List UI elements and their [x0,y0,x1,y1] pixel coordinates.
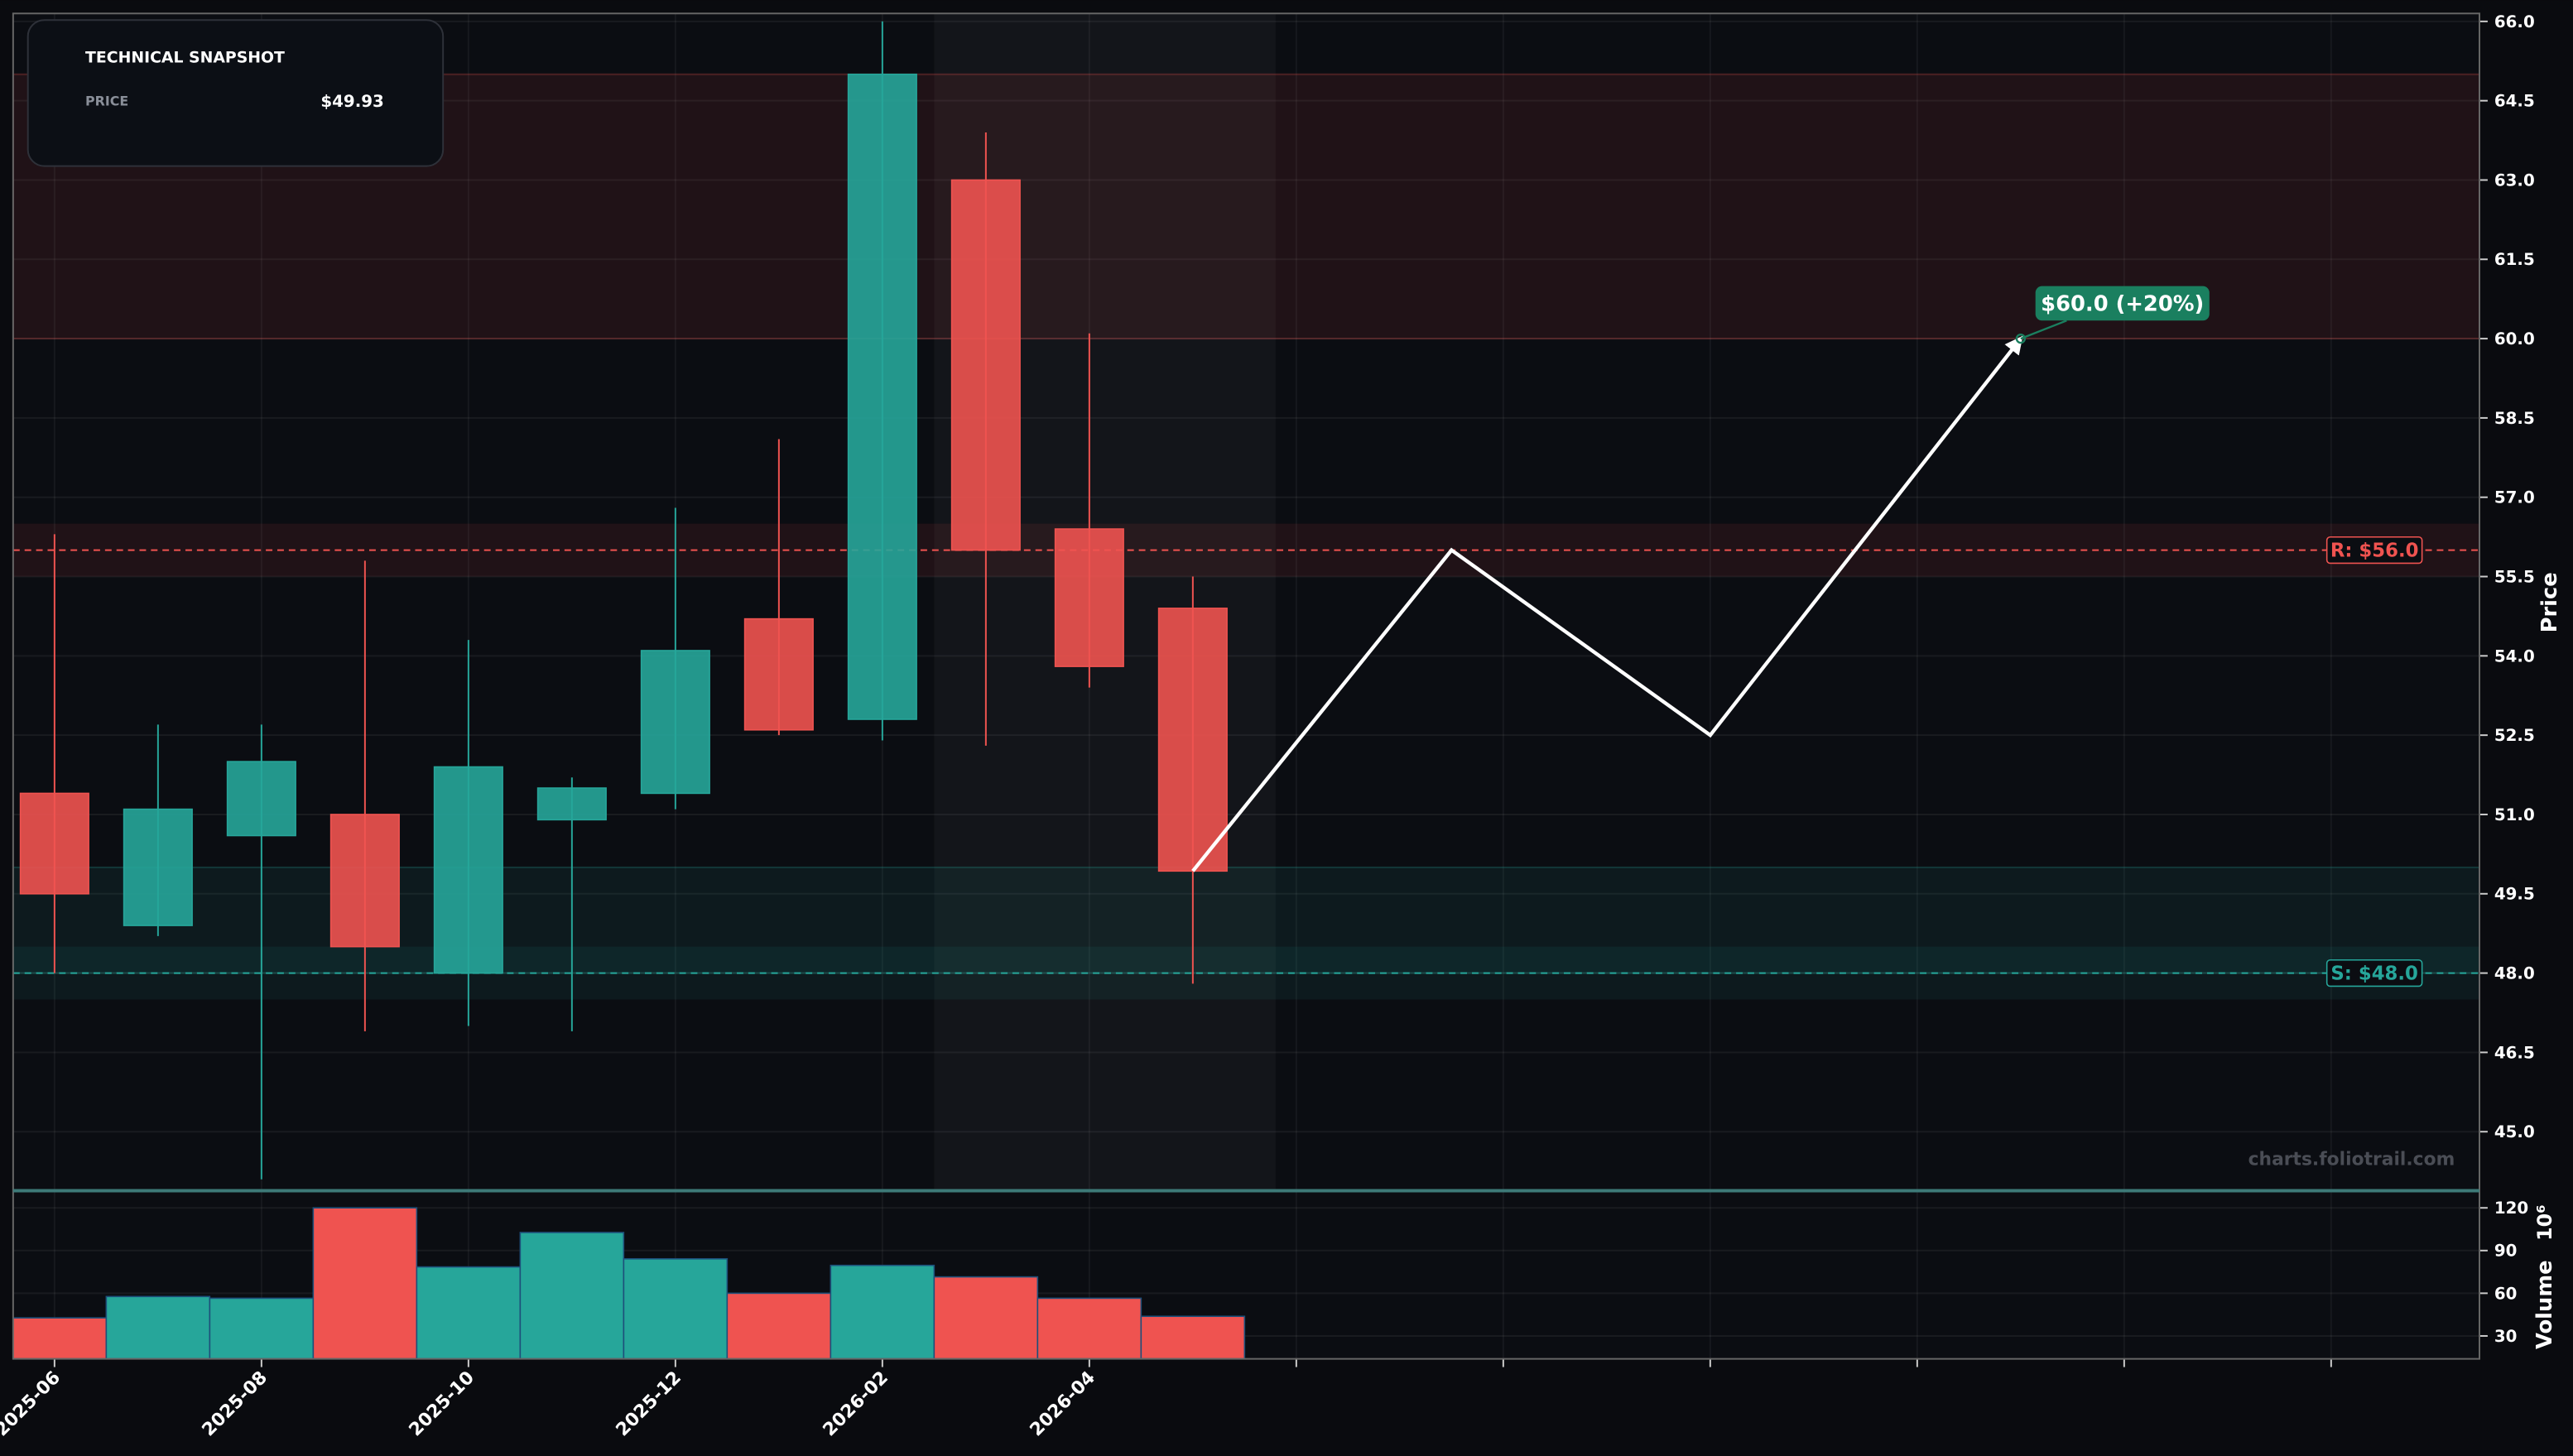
y-tick-label: 45.0 [2494,1122,2535,1141]
volume-bar [209,1297,315,1359]
y-tick-label: 120 [2494,1199,2528,1218]
volume-scale: 10⁶ [2533,1204,2556,1240]
y-tick-label: 57.0 [2494,488,2535,507]
volume-bar [1036,1297,1142,1359]
target-box [2035,286,2210,321]
level-label-box [2325,536,2423,565]
snapshot-price: $49.93 [320,92,383,111]
y-tick-label: 58.5 [2494,409,2535,428]
volume-bar [12,1317,108,1359]
snapshot-box [26,19,445,167]
candle-body [536,787,607,821]
candle-body [743,617,814,731]
y-tick-label: 48.0 [2494,964,2535,983]
y-tick-label: 30 [2494,1327,2518,1346]
target-point [2015,333,2026,344]
candle-body [1157,608,1228,872]
volume-bar [312,1207,418,1359]
candle-body [433,766,503,974]
volume-bar [830,1264,935,1359]
candle-body [226,761,296,837]
level-label: R: $56.0 [2330,541,2419,562]
snapshot: TECHNICAL SNAPSHOT PRICE $49.93 [26,19,445,167]
price-pane [12,13,2480,1190]
volume-bar [623,1257,729,1359]
volume-bar [519,1232,625,1359]
watermark: charts.foliotrail.com [2248,1150,2455,1170]
y-tick-label: 55.5 [2494,567,2535,586]
level-label-box [2325,959,2423,987]
volume-bar [726,1292,832,1359]
y-tick-label: 52.5 [2494,726,2535,745]
y-axis-title: Price [2537,572,2562,632]
y-tick-label: 46.5 [2494,1043,2535,1062]
snapshot-label: PRICE [85,93,128,108]
zone [12,866,2480,974]
candle-body [950,179,1021,551]
volume-bar [933,1276,1039,1359]
candle-body [847,73,917,720]
y-tick-label: 63.0 [2494,171,2535,190]
candle-body [19,792,89,895]
volume-bar [105,1295,211,1359]
y-tick-label: 49.5 [2494,885,2535,904]
volume-axis-title: Volume [2532,1260,2557,1349]
target-connector [2020,320,2067,340]
candle-body [329,814,400,948]
projection-line [1191,335,2023,872]
candle-body [640,650,710,795]
y-tick-label: 64.5 [2494,92,2535,111]
frame [12,12,2481,1360]
y-tick-label: 90 [2494,1242,2518,1261]
volume-bar [1140,1315,1246,1359]
snapshot-title: TECHNICAL SNAPSHOT [85,50,285,67]
y-tick-label: 54.0 [2494,646,2535,666]
candle-body [1054,528,1124,667]
y-tick-label: 60.0 [2494,329,2535,348]
y-tick-label: 60 [2494,1284,2518,1303]
level-label: S: $48.0 [2330,963,2418,985]
y-tick-label: 66.0 [2494,12,2535,31]
y-tick-label: 61.5 [2494,250,2535,269]
y-tick-label: 51.0 [2494,805,2535,824]
volume-bar [416,1266,522,1359]
candle-body [123,808,193,926]
target-label: $60.0 (+20%) [2041,291,2204,316]
